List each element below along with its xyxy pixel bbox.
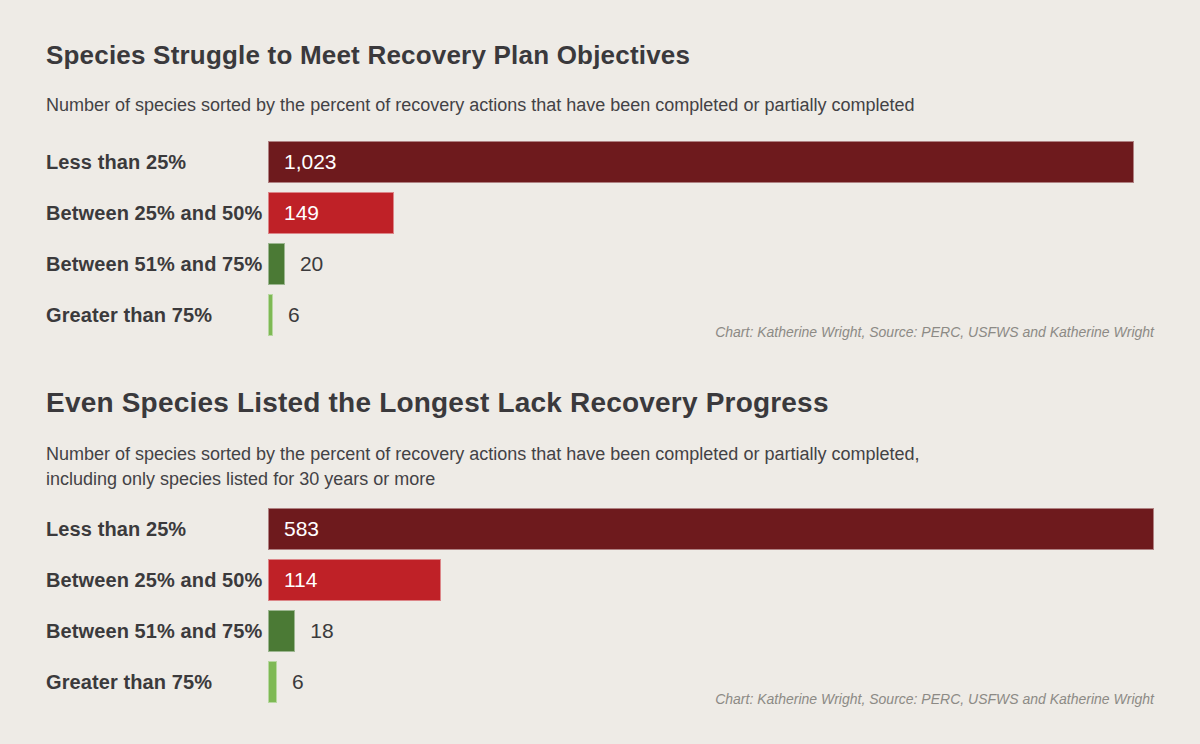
bar-value: 583 <box>269 517 319 541</box>
bar-track: 114 <box>268 559 1154 601</box>
category-label: Less than 25% <box>46 518 268 541</box>
bar-row: Between 51% and 75% 20 <box>46 243 1154 285</box>
bar: 1,023 <box>268 141 1134 183</box>
bar-track: 20 <box>268 243 1134 285</box>
chart-subtitle: Number of species sorted by the percent … <box>46 93 1154 118</box>
bar-value: 114 <box>269 568 317 592</box>
chart-title: Species Struggle to Meet Recovery Plan O… <box>46 40 1154 71</box>
bar-track: 149 <box>268 192 1134 234</box>
bar-row: Between 51% and 75% 18 <box>46 610 1154 652</box>
bar-track: 18 <box>268 610 1154 652</box>
bar: 583 <box>268 508 1154 550</box>
bar-track: 583 <box>268 508 1154 550</box>
chart-attribution: Chart: Katherine Wright, Source: PERC, U… <box>46 324 1154 340</box>
chart-title: Even Species Listed the Longest Lack Rec… <box>46 386 1154 420</box>
bar-row: Less than 25%1,023 <box>46 141 1154 183</box>
chart-subtitle: Number of species sorted by the percent … <box>46 442 1154 492</box>
bar-value: 18 <box>310 619 333 643</box>
bar <box>268 243 285 285</box>
bar-value: 1,023 <box>269 150 337 174</box>
bar-row: Between 25% and 50%149 <box>46 192 1154 234</box>
bar-row: Between 25% and 50%114 <box>46 559 1154 601</box>
category-label: Between 25% and 50% <box>46 202 268 225</box>
bar <box>268 610 295 652</box>
bar-track: 1,023 <box>268 141 1134 183</box>
category-label: Between 25% and 50% <box>46 569 268 592</box>
chart-page: Species Struggle to Meet Recovery Plan O… <box>0 0 1200 707</box>
bar-value: 20 <box>300 252 323 276</box>
bar-value: 149 <box>269 201 319 225</box>
bar: 114 <box>268 559 441 601</box>
chart-section-longest-listed: Even Species Listed the Longest Lack Rec… <box>46 386 1154 707</box>
chart-attribution: Chart: Katherine Wright, Source: PERC, U… <box>46 691 1154 707</box>
chart-section-recovery-objectives: Species Struggle to Meet Recovery Plan O… <box>46 40 1154 340</box>
bar: 149 <box>268 192 394 234</box>
bar-row: Less than 25%583 <box>46 508 1154 550</box>
category-label: Less than 25% <box>46 151 268 174</box>
category-label: Between 51% and 75% <box>46 253 268 276</box>
category-label: Between 51% and 75% <box>46 620 268 643</box>
bar-chart: Less than 25%583Between 25% and 50%114Be… <box>46 508 1154 703</box>
bar-chart: Less than 25%1,023 Between 25% and 50%149… <box>46 141 1154 336</box>
